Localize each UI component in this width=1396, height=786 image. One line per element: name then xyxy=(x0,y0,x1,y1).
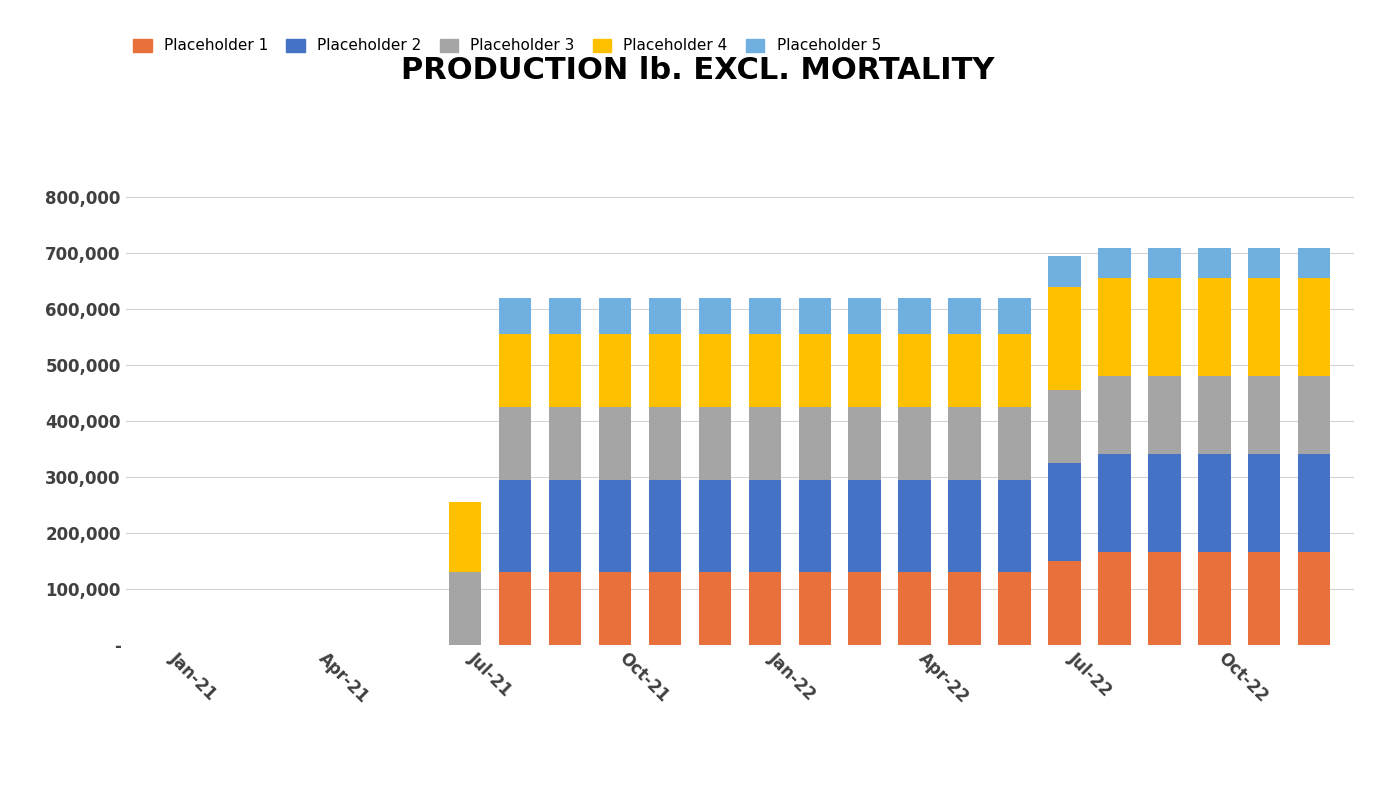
Bar xyxy=(849,479,881,572)
Bar xyxy=(998,298,1030,334)
Bar xyxy=(698,298,732,334)
Bar xyxy=(549,479,581,572)
Bar xyxy=(1099,376,1131,454)
Bar xyxy=(849,334,881,407)
Bar xyxy=(748,407,782,479)
Bar xyxy=(549,298,581,334)
Bar xyxy=(1048,287,1081,390)
Bar xyxy=(799,298,831,334)
Bar xyxy=(1198,553,1230,645)
Bar xyxy=(649,572,681,645)
Bar xyxy=(498,479,532,572)
Bar xyxy=(948,407,981,479)
Bar xyxy=(1148,376,1181,454)
Bar xyxy=(1048,463,1081,560)
Bar xyxy=(998,407,1030,479)
Bar xyxy=(899,334,931,407)
Bar xyxy=(948,334,981,407)
Bar xyxy=(1298,248,1330,278)
Bar xyxy=(799,334,831,407)
Bar xyxy=(899,298,931,334)
Bar xyxy=(698,479,732,572)
Bar xyxy=(599,572,631,645)
Bar xyxy=(998,334,1030,407)
Bar xyxy=(1198,376,1230,454)
Bar xyxy=(1248,454,1280,553)
Bar xyxy=(1099,553,1131,645)
Bar xyxy=(1298,278,1330,376)
Bar xyxy=(649,334,681,407)
Bar xyxy=(498,334,532,407)
Bar xyxy=(1099,454,1131,553)
Bar xyxy=(1148,248,1181,278)
Bar xyxy=(698,572,732,645)
Bar xyxy=(799,407,831,479)
Bar xyxy=(1248,553,1280,645)
Text: PRODUCTION lb. EXCL. MORTALITY: PRODUCTION lb. EXCL. MORTALITY xyxy=(401,57,995,85)
Bar xyxy=(549,334,581,407)
Bar xyxy=(1198,278,1230,376)
Bar xyxy=(599,407,631,479)
Bar xyxy=(948,298,981,334)
Bar xyxy=(599,298,631,334)
Bar xyxy=(1099,248,1131,278)
Bar xyxy=(450,572,482,645)
Bar xyxy=(1248,278,1280,376)
Bar xyxy=(899,479,931,572)
Bar xyxy=(1099,278,1131,376)
Bar xyxy=(1248,248,1280,278)
Bar xyxy=(899,572,931,645)
Bar xyxy=(1148,278,1181,376)
Bar xyxy=(1298,553,1330,645)
Bar xyxy=(748,334,782,407)
Bar xyxy=(948,572,981,645)
Bar xyxy=(748,298,782,334)
Bar xyxy=(698,407,732,479)
Bar xyxy=(849,298,881,334)
Bar xyxy=(498,407,532,479)
Bar xyxy=(948,479,981,572)
Bar xyxy=(748,479,782,572)
Bar xyxy=(849,407,881,479)
Bar xyxy=(1148,553,1181,645)
Bar xyxy=(849,572,881,645)
Bar xyxy=(498,572,532,645)
Bar xyxy=(450,502,482,572)
Bar xyxy=(1198,248,1230,278)
Bar xyxy=(1048,560,1081,645)
Bar xyxy=(799,572,831,645)
Bar xyxy=(649,298,681,334)
Bar xyxy=(1048,390,1081,463)
Bar xyxy=(899,407,931,479)
Bar xyxy=(1248,376,1280,454)
Bar xyxy=(1048,256,1081,287)
Bar xyxy=(998,479,1030,572)
Legend: Placeholder 1, Placeholder 2, Placeholder 3, Placeholder 4, Placeholder 5: Placeholder 1, Placeholder 2, Placeholde… xyxy=(133,39,881,53)
Bar xyxy=(748,572,782,645)
Bar xyxy=(649,479,681,572)
Bar xyxy=(998,572,1030,645)
Bar xyxy=(599,479,631,572)
Bar xyxy=(1298,376,1330,454)
Bar xyxy=(799,479,831,572)
Bar xyxy=(1298,454,1330,553)
Bar xyxy=(549,407,581,479)
Bar xyxy=(1198,454,1230,553)
Bar xyxy=(498,298,532,334)
Bar xyxy=(599,334,631,407)
Bar xyxy=(549,572,581,645)
Bar xyxy=(1148,454,1181,553)
Bar xyxy=(698,334,732,407)
Bar xyxy=(649,407,681,479)
